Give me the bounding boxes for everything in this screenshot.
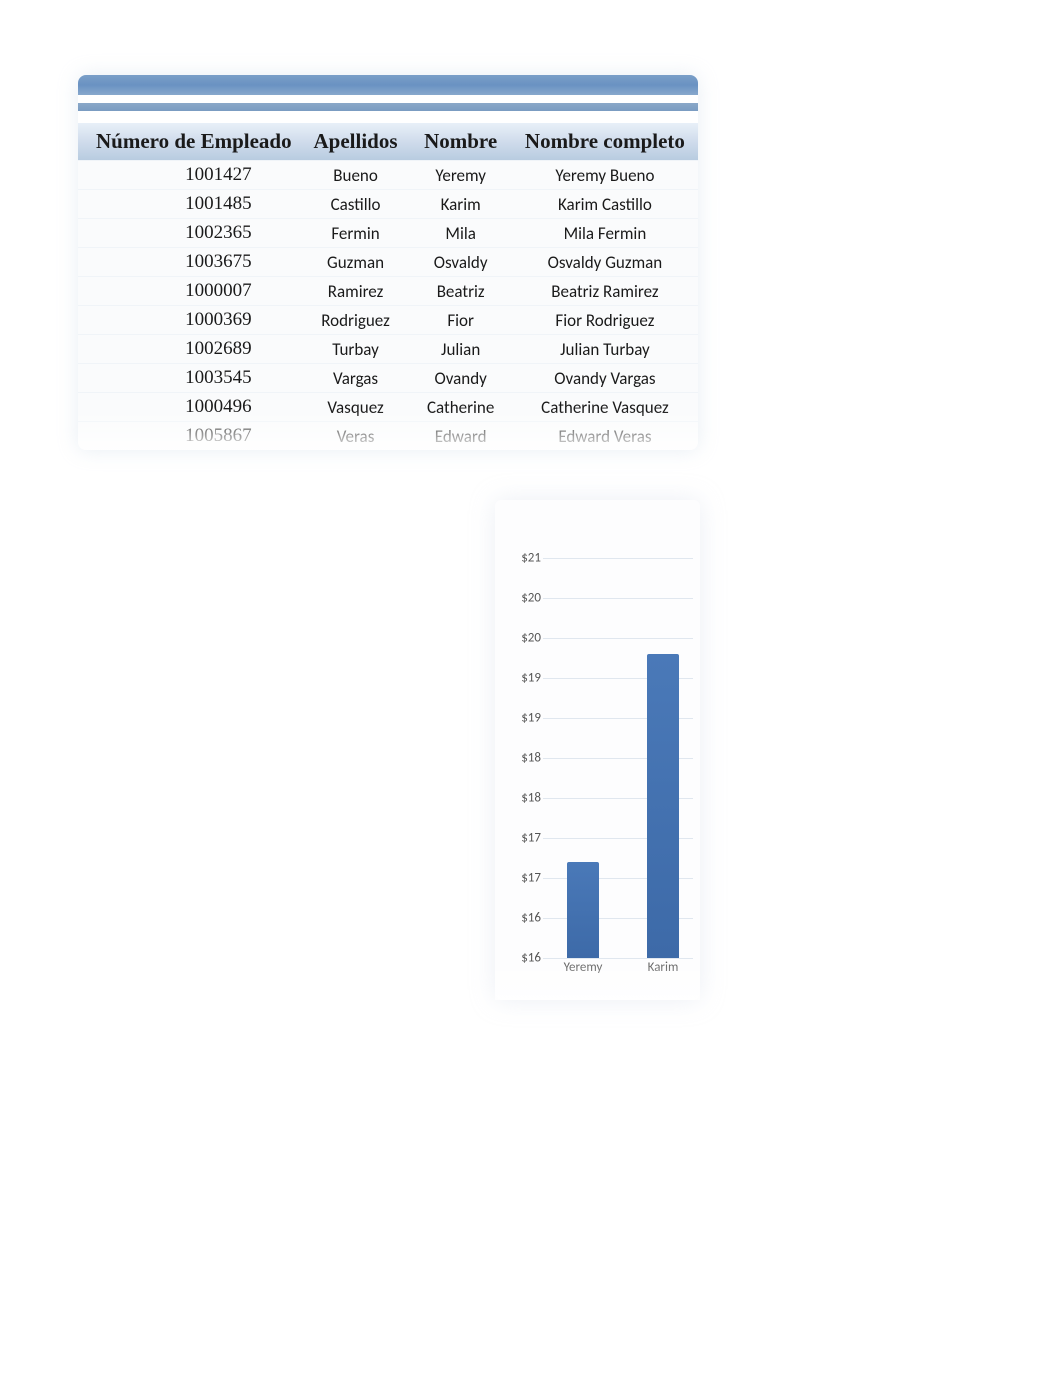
chart-bar <box>567 862 599 958</box>
col-header-numero: Número de Empleado <box>78 123 302 160</box>
cell-full: Ovandy Vargas <box>512 363 698 392</box>
col-header-apellidos: Apellidos <box>302 123 410 160</box>
table-header-bar-2 <box>78 103 698 111</box>
table-header-row: Número de Empleado Apellidos Nombre Nomb… <box>78 123 698 160</box>
cell-nom: Yeremy <box>409 160 511 189</box>
cell-num: 1000496 <box>78 392 302 421</box>
cell-ape: Veras <box>302 421 410 450</box>
table-row: 1003545VargasOvandyOvandy Vargas <box>78 363 698 392</box>
cell-ape: Guzman <box>302 247 410 276</box>
chart-y-tick-label: $21 <box>521 551 541 566</box>
cell-full: Yeremy Bueno <box>512 160 698 189</box>
chart-gridline <box>543 638 693 639</box>
cell-nom: Julian <box>409 334 511 363</box>
cell-num: 1003675 <box>78 247 302 276</box>
cell-nom: Edward <box>409 421 511 450</box>
table-row: 1000496VasquezCatherineCatherine Vasquez <box>78 392 698 421</box>
cell-ape: Ramirez <box>302 276 410 305</box>
cell-ape: Vasquez <box>302 392 410 421</box>
table-row: 1001485CastilloKarimKarim Castillo <box>78 189 698 218</box>
cell-num: 1000007 <box>78 276 302 305</box>
cell-nom: Karim <box>409 189 511 218</box>
chart-y-tick-label: $18 <box>521 791 541 806</box>
cell-nom: Fior <box>409 305 511 334</box>
chart-y-tick-label: $16 <box>521 951 541 966</box>
cell-full: Julian Turbay <box>512 334 698 363</box>
chart-gridline <box>543 598 693 599</box>
chart-gridline <box>543 958 693 959</box>
cell-nom: Mila <box>409 218 511 247</box>
table-row: 1001427BuenoYeremyYeremy Bueno <box>78 160 698 189</box>
table-gap-2 <box>78 111 698 123</box>
cell-ape: Rodriguez <box>302 305 410 334</box>
cell-full: Osvaldy Guzman <box>512 247 698 276</box>
table-row: 1005867VerasEdwardEdward Veras <box>78 421 698 450</box>
cell-ape: Vargas <box>302 363 410 392</box>
table-row: 1002689TurbayJulianJulian Turbay <box>78 334 698 363</box>
chart-bar <box>647 654 679 958</box>
chart-y-tick-label: $18 <box>521 751 541 766</box>
col-header-completo: Nombre completo <box>512 123 698 160</box>
chart-y-tick-label: $20 <box>521 631 541 646</box>
cell-num: 1002689 <box>78 334 302 363</box>
cell-nom: Osvaldy <box>409 247 511 276</box>
chart-x-axis: Yeremy Karim <box>543 960 693 980</box>
table-row: 1002365FerminMilaMila Fermin <box>78 218 698 247</box>
cell-ape: Fermin <box>302 218 410 247</box>
cell-full: Mila Fermin <box>512 218 698 247</box>
cell-full: Beatriz Ramirez <box>512 276 698 305</box>
cell-ape: Turbay <box>302 334 410 363</box>
cell-ape: Castillo <box>302 189 410 218</box>
chart-y-axis: $16$16$17$17$18$18$19$19$20$20$21 <box>503 558 541 954</box>
chart-y-tick-label: $19 <box>521 711 541 726</box>
table-header-bar-1 <box>78 75 698 95</box>
cell-num: 1001427 <box>78 160 302 189</box>
cell-num: 1003545 <box>78 363 302 392</box>
employee-table-panel: Número de Empleado Apellidos Nombre Nomb… <box>78 75 698 450</box>
chart-y-tick-label: $16 <box>521 911 541 926</box>
cell-ape: Bueno <box>302 160 410 189</box>
cell-nom: Ovandy <box>409 363 511 392</box>
chart-gridline <box>543 558 693 559</box>
cell-num: 1001485 <box>78 189 302 218</box>
table-row: 1000369RodriguezFiorFior Rodriguez <box>78 305 698 334</box>
cell-full: Fior Rodriguez <box>512 305 698 334</box>
chart-y-tick-label: $19 <box>521 671 541 686</box>
cell-num: 1002365 <box>78 218 302 247</box>
chart-y-tick-label: $20 <box>521 591 541 606</box>
chart-y-tick-label: $17 <box>521 871 541 886</box>
chart-x-tick-label: Karim <box>648 960 679 975</box>
cell-full: Karim Castillo <box>512 189 698 218</box>
cell-num: 1000369 <box>78 305 302 334</box>
chart-plot-area <box>543 558 693 958</box>
employee-table: Número de Empleado Apellidos Nombre Nomb… <box>78 123 698 450</box>
chart-x-tick-label: Yeremy <box>564 960 603 975</box>
cell-full: Edward Veras <box>512 421 698 450</box>
cell-full: Catherine Vasquez <box>512 392 698 421</box>
cell-num: 1005867 <box>78 421 302 450</box>
salary-bar-chart: $16 $16 $17 $17 $18 $18 $19 $19 $20 $20 $21 Yeremy… <box>495 500 700 1000</box>
col-header-nombre: Nombre <box>409 123 511 160</box>
chart-y-tick-label: $17 <box>521 831 541 846</box>
table-row: 1003675GuzmanOsvaldyOsvaldy Guzman <box>78 247 698 276</box>
table-row: 1000007RamirezBeatrizBeatriz Ramirez <box>78 276 698 305</box>
cell-nom: Beatriz <box>409 276 511 305</box>
table-gap-1 <box>78 95 698 103</box>
cell-nom: Catherine <box>409 392 511 421</box>
